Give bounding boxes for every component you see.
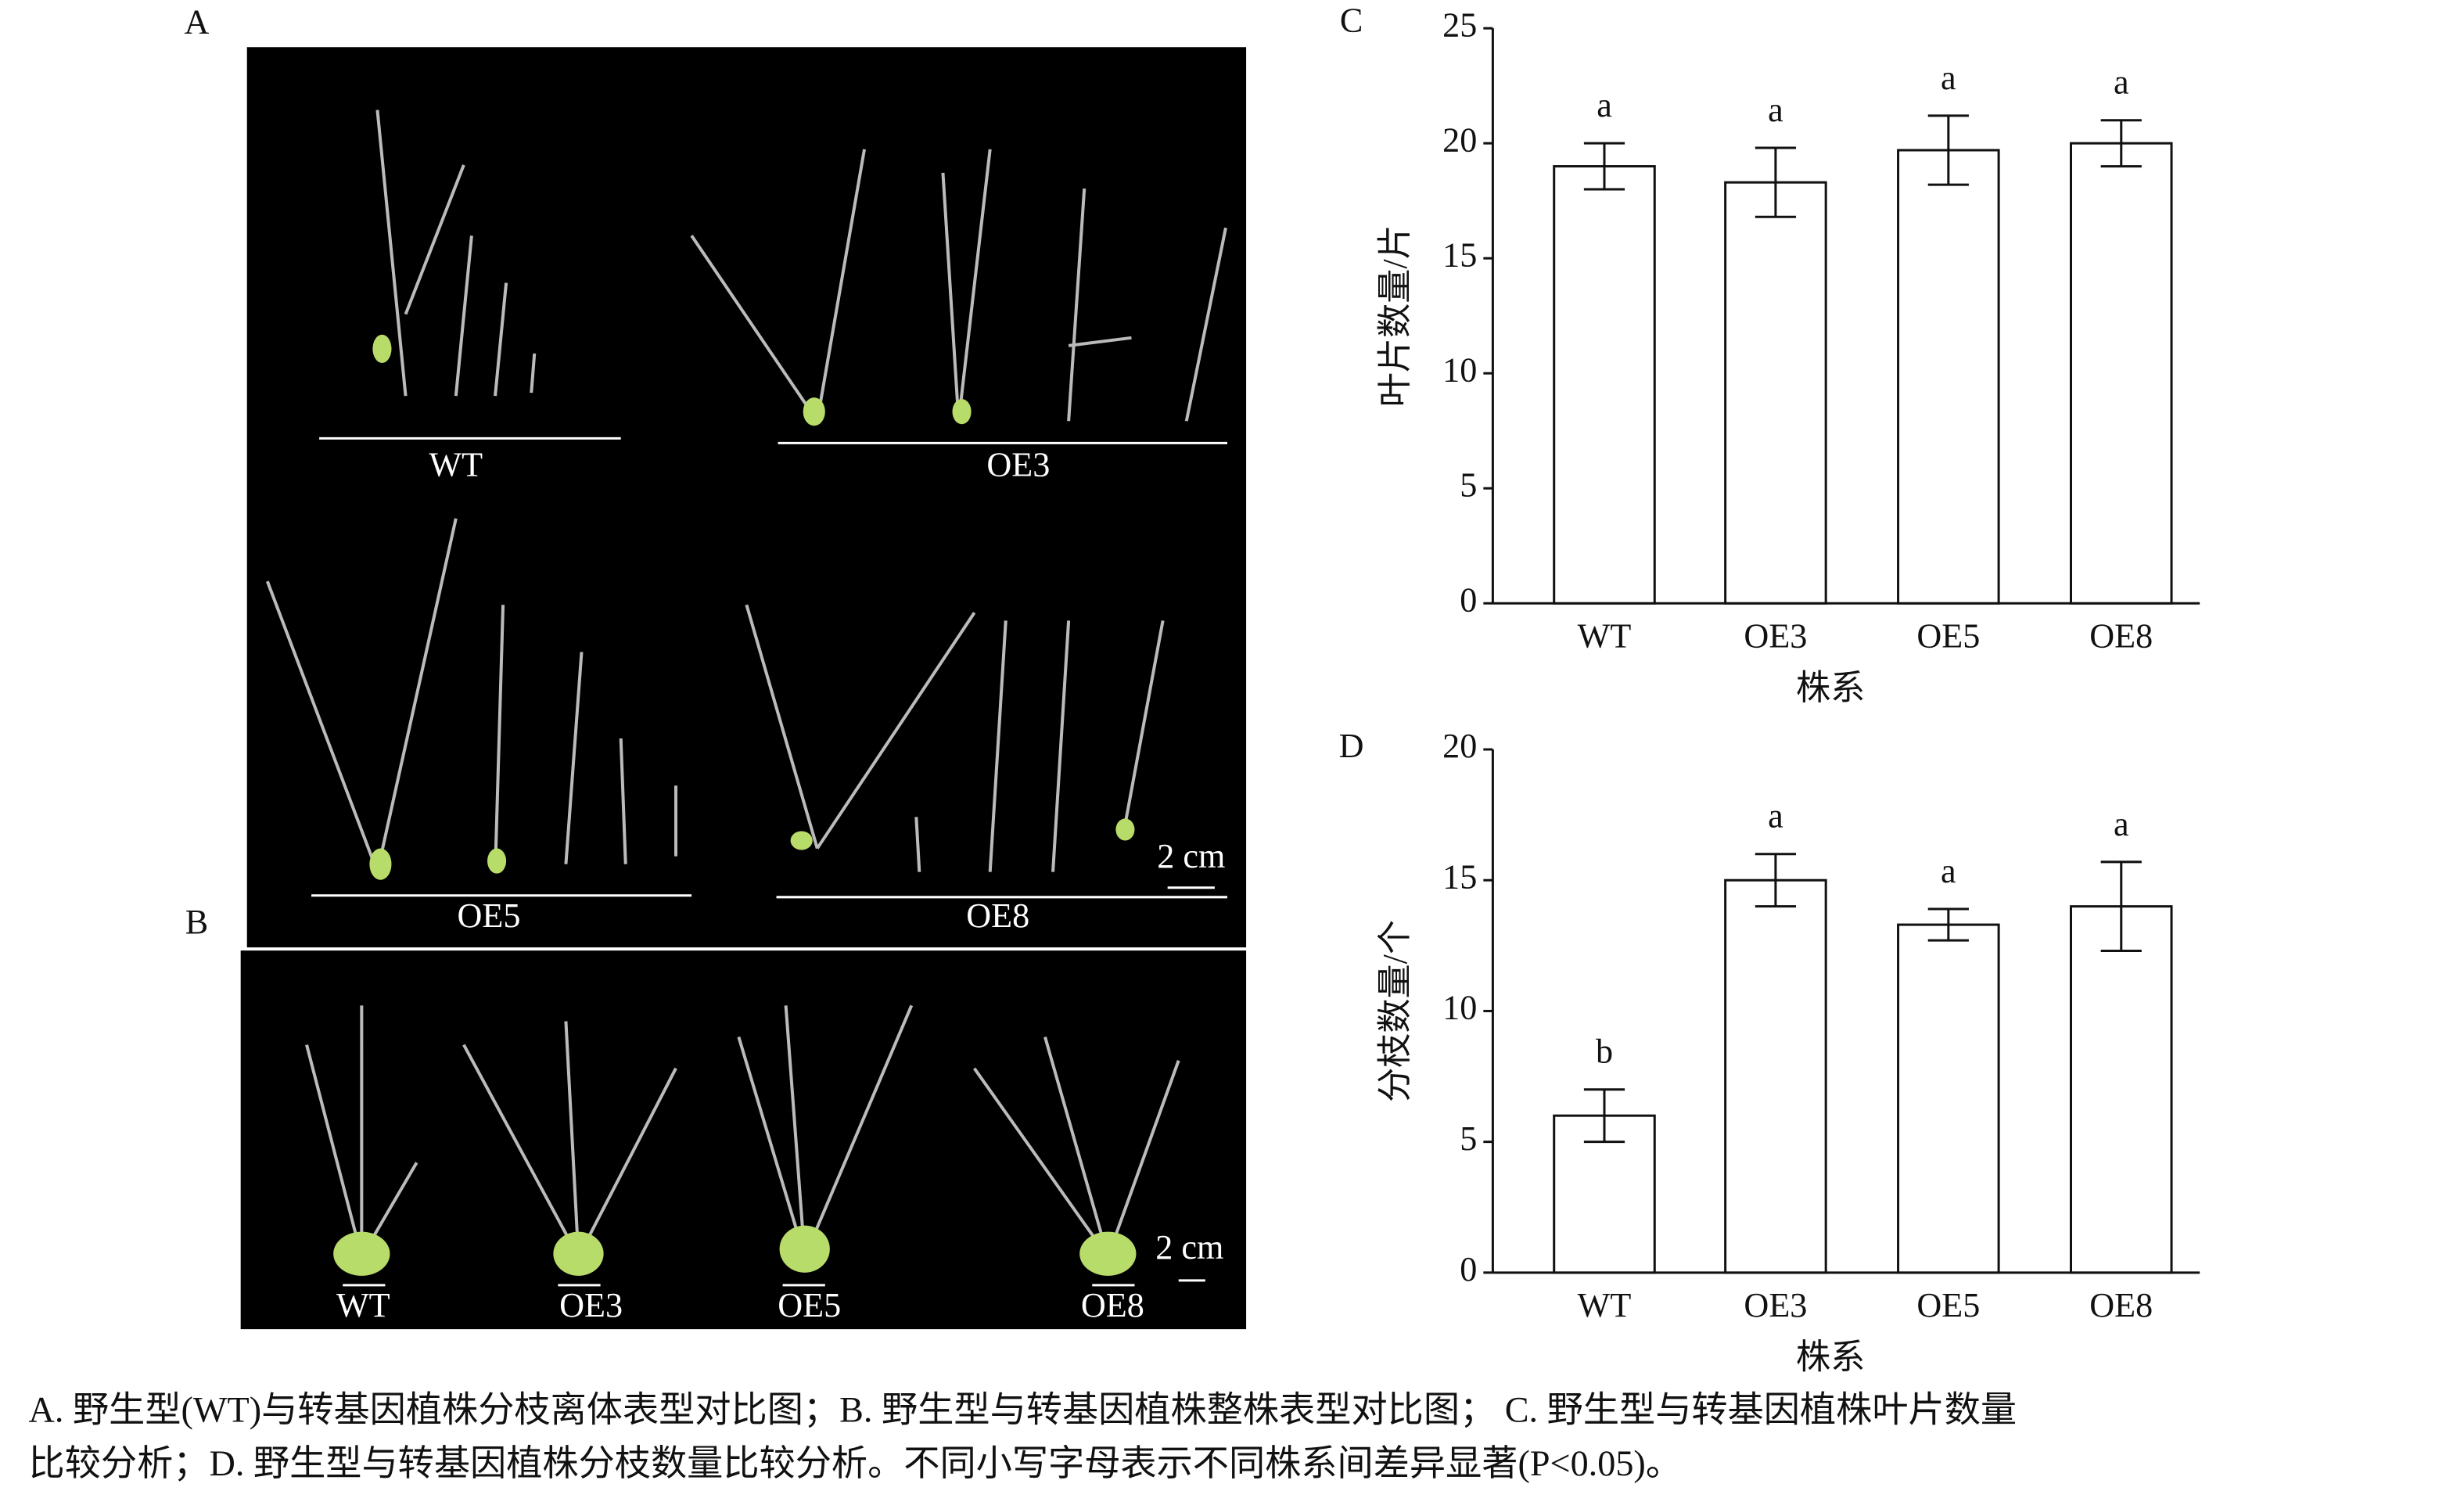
x-axis-label: 株系 [1796,1338,1865,1376]
leaves [369,334,1135,880]
y-tick-label: 15 [1442,235,1477,274]
y-tick-label: 15 [1442,857,1477,896]
photo-label: OE3 [986,446,1050,484]
photo-label: OE5 [778,1286,841,1324]
bar [1897,923,2000,1274]
photo-background [246,47,1247,948]
y-tick-label: 20 [1442,727,1477,765]
panel-label: C [1340,1,1363,39]
underlines [311,437,1227,899]
photo-b: WT OE3 OE5 OE8 2 cm [240,950,1247,1330]
scale-bar-label: 2 cm [1157,837,1225,875]
x-tick-label: OE8 [2089,1286,2153,1324]
significance-letter: b [1596,1033,1613,1071]
x-tick-label: OE3 [1744,617,1807,656]
error-bar [1583,142,1625,191]
error-bar [1927,114,1969,186]
significance-letter: a [2114,63,2129,102]
significance-letter: a [1597,86,1612,124]
photo-a: WT OE3 OE5 OE8 2 cm [246,47,1247,948]
x-tick-label: OE8 [2089,617,2153,656]
plants [265,110,1227,873]
x-tick-label: OE5 [1916,1286,1980,1324]
y-tick-label: 25 [1442,5,1477,44]
error-bar [1927,907,1969,942]
bar [2069,142,2173,605]
scale-bar-label: 2 cm [1155,1228,1223,1266]
photo-label: OE5 [458,896,521,935]
y-axis-label: 分枝数量/个 [1376,920,1414,1102]
photo-label: WT [429,446,483,484]
caption-line: 比较分析；D. 野生型与转基因植株分枝数量比较分析。不同小写字母表示不同株系间差… [29,1443,1682,1483]
y-tick-label: 20 [1442,120,1477,159]
bar [1897,149,2000,605]
significance-letter: a [1768,797,1783,835]
significance-letter: a [2114,805,2129,843]
error-bar [2100,860,2142,953]
x-tick-label: OE3 [1744,1286,1807,1324]
x-tick-label: WT [1578,1286,1632,1324]
y-tick-label: 5 [1460,1119,1477,1158]
bar [1553,165,1656,605]
y-tick-label: 0 [1460,1250,1477,1288]
photo-label: OE8 [966,896,1029,935]
caption-line: A. 野生型(WT)与转基因植株分枝离体表型对比图；B. 野生型与转基因植株整株… [29,1390,2017,1430]
photo-label: OE8 [1081,1286,1144,1324]
photo-label: WT [336,1286,390,1324]
bar [2069,905,2173,1274]
panel-label: A [184,2,209,41]
plants [305,1004,1180,1258]
y-tick-label: 0 [1460,580,1477,619]
panel-label: D [1339,727,1364,765]
photo-label: OE3 [559,1286,623,1324]
error-bar [2100,119,2142,168]
significance-letter: a [1941,852,1956,890]
x-axis-label: 株系 [1796,669,1865,707]
photo-background [240,950,1247,1330]
y-tick-label: 5 [1460,465,1477,504]
error-bar [1583,1088,1625,1144]
underlines [343,1279,1205,1287]
x-tick-label: WT [1578,617,1632,656]
bar [1724,181,1827,605]
y-tick-label: 10 [1442,989,1477,1027]
x-tick-label: OE5 [1916,617,1980,656]
y-tick-label: 10 [1442,350,1477,389]
y-axis-label: 叶片数量/片 [1376,225,1414,407]
significance-letter: a [1941,59,1956,97]
significance-letter: a [1768,91,1783,129]
error-bar [1755,146,1797,218]
error-bar [1755,853,1797,908]
bar [1724,878,1827,1274]
rosettes [333,1225,1137,1276]
panel-label: B [185,903,208,941]
